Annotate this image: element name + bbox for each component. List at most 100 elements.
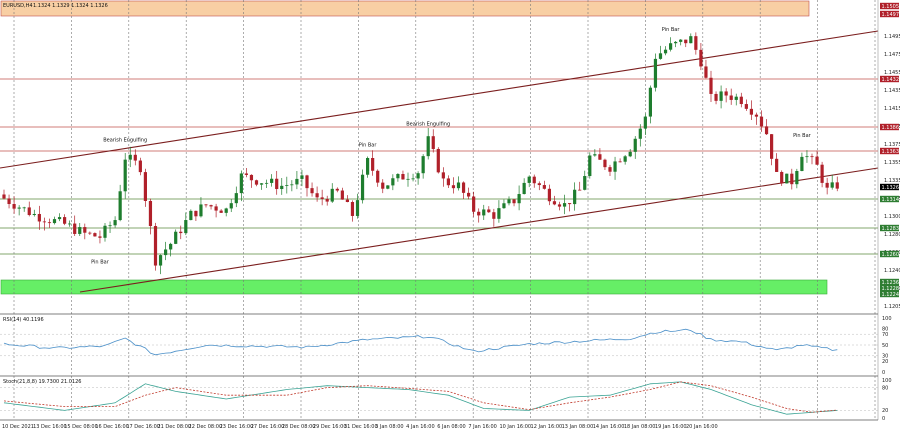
candle-body (42, 221, 46, 223)
candle-body (749, 108, 753, 115)
price-tag-label: 1.1224 (882, 292, 900, 298)
candle-body (547, 188, 551, 202)
candle-body (406, 178, 410, 180)
candle-body (557, 204, 562, 207)
candle-body (517, 194, 521, 204)
price-tick-label: 1.1375 (884, 142, 900, 148)
candle-body (608, 167, 612, 172)
candle-body (421, 156, 425, 174)
candle-body (699, 49, 703, 67)
candle-body (360, 174, 365, 201)
candle-body (103, 225, 107, 238)
rsi-level-label: 50 (882, 343, 888, 349)
price-tag (880, 183, 899, 191)
candle-body (108, 225, 112, 227)
candle-body (83, 227, 87, 233)
candle-body (204, 204, 208, 206)
candle-body (315, 193, 319, 198)
candle-body (325, 198, 329, 202)
candle-body (295, 178, 299, 185)
candle-body (795, 171, 799, 185)
channel-upper-line[interactable] (0, 30, 879, 169)
candle-body (542, 185, 546, 189)
support-zone (0, 279, 828, 295)
time-label: 23 Dec 16:00 (220, 424, 254, 430)
candle-body (770, 134, 774, 159)
candle-body (17, 207, 21, 209)
candle-body (199, 204, 203, 217)
annotation-label: Pin Bar (359, 142, 378, 148)
candle-body (98, 236, 102, 238)
candle-body (729, 95, 733, 100)
candle-body (790, 173, 794, 185)
candle-body (472, 196, 476, 212)
price-tick-label: 1.1415 (884, 106, 900, 112)
candle-body (123, 159, 127, 192)
candle-body (800, 156, 804, 172)
candle-body (512, 199, 516, 204)
candle-body (446, 178, 450, 186)
candle-body (7, 198, 11, 205)
stoch-level-label: 0 (882, 416, 885, 422)
candle-body (658, 53, 663, 59)
candle-body (497, 208, 501, 219)
channel-lower-line[interactable] (79, 167, 879, 293)
candle-body (416, 173, 420, 179)
candle-body (835, 182, 839, 189)
candle-body (764, 126, 769, 135)
candle-body (583, 176, 587, 190)
time-label: 13 Jan 08:00 (562, 424, 594, 430)
candles (2, 32, 839, 275)
rsi-level-label: 100 (882, 316, 892, 322)
candle-body (532, 176, 536, 184)
candle-body (709, 77, 713, 94)
candle-body (189, 210, 193, 221)
candle-body (815, 156, 819, 165)
price-level-tags: 1.15051.14971.14321.13861.13631.13261.13… (880, 2, 900, 298)
candle-body (164, 249, 168, 256)
price-tick-label: 1.1455 (884, 70, 900, 76)
candle-body (482, 209, 486, 216)
candle-body (401, 174, 405, 180)
time-label: 7 Jan 16:00 (468, 424, 496, 430)
annotation-label: Bearish Engulfing (103, 138, 147, 144)
candle-body (780, 171, 784, 184)
price-tag (880, 250, 899, 258)
candle-body (689, 36, 693, 44)
price-axis: 1.14951.14751.14551.14351.14151.13951.13… (884, 34, 900, 310)
candle-body (805, 156, 809, 158)
price-tag (880, 123, 899, 131)
candle-body (467, 192, 471, 197)
candle-body (633, 138, 637, 152)
stoch-level-label: 80 (882, 385, 888, 391)
time-label: 10 Jan 16:00 (499, 424, 531, 430)
candle-body (578, 189, 582, 191)
candle-body (739, 96, 743, 105)
candle-body (456, 182, 461, 189)
candle-body (638, 128, 642, 139)
resistance-zone (0, 0, 810, 17)
price-tick-label: 1.1280 (884, 232, 900, 238)
candle-body (275, 178, 279, 190)
candle-body (426, 136, 430, 157)
candle-body (679, 39, 683, 42)
candle-body (734, 96, 738, 100)
candle-body (507, 199, 511, 204)
price-tag-label: 1.1236 (882, 280, 900, 286)
price-tag (880, 2, 899, 10)
candle-body (371, 157, 375, 171)
candle-body (381, 182, 385, 189)
rsi-level-label: 70 (882, 332, 888, 338)
candle-body (93, 233, 97, 237)
price-tag (880, 147, 899, 155)
price-tick-label: 1.1355 (884, 160, 900, 166)
time-label: 20 Jan 16:00 (686, 424, 718, 430)
price-tag (880, 278, 899, 286)
candle-body (209, 205, 213, 207)
price-tag-label: 1.1260 (882, 252, 900, 258)
candle-body (562, 203, 567, 207)
time-label: 12 Jan 16:00 (531, 424, 563, 430)
candle-body (704, 66, 708, 78)
